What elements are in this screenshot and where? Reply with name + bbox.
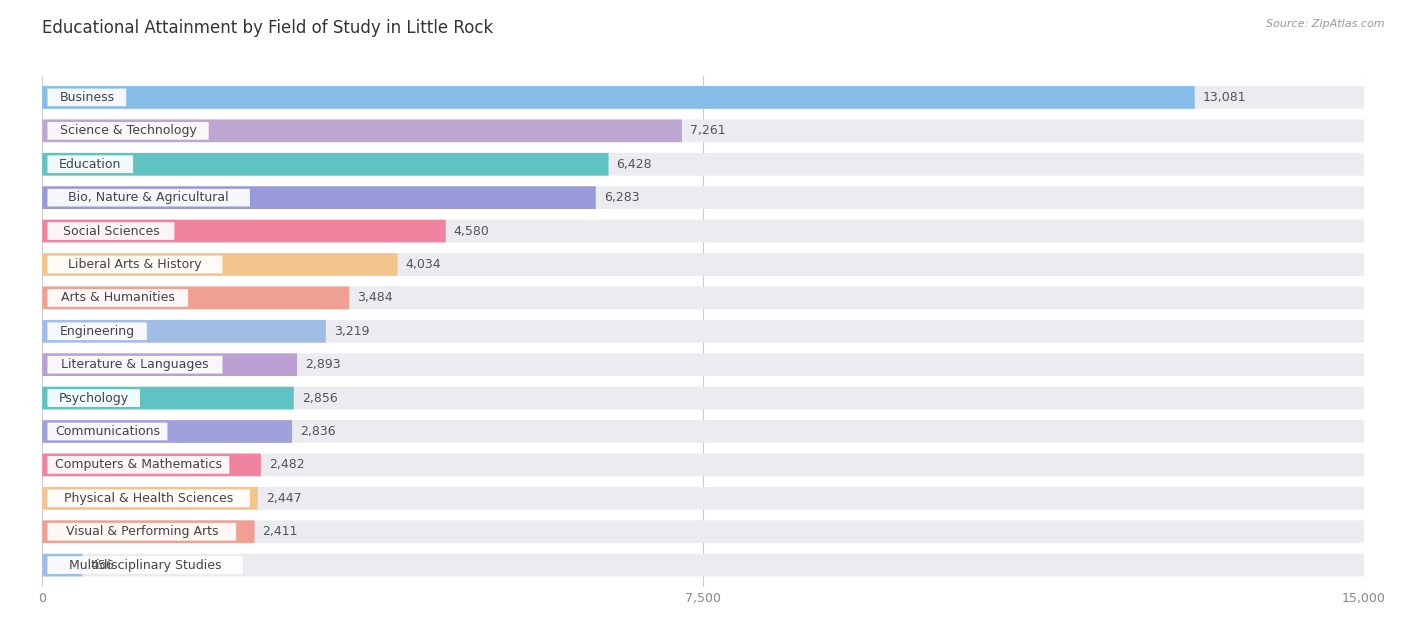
- Text: Literature & Languages: Literature & Languages: [60, 358, 208, 371]
- Text: 7,261: 7,261: [690, 124, 725, 138]
- FancyBboxPatch shape: [48, 256, 222, 273]
- Text: Source: ZipAtlas.com: Source: ZipAtlas.com: [1267, 19, 1385, 29]
- Text: Liberal Arts & History: Liberal Arts & History: [67, 258, 202, 271]
- FancyBboxPatch shape: [42, 186, 596, 209]
- FancyBboxPatch shape: [42, 153, 609, 175]
- FancyBboxPatch shape: [42, 220, 446, 242]
- FancyBboxPatch shape: [48, 490, 250, 507]
- FancyBboxPatch shape: [42, 119, 1364, 142]
- FancyBboxPatch shape: [42, 86, 1195, 109]
- Text: Education: Education: [59, 158, 121, 171]
- Text: Bio, Nature & Agricultural: Bio, Nature & Agricultural: [69, 191, 229, 204]
- Text: Visual & Performing Arts: Visual & Performing Arts: [66, 525, 218, 538]
- Text: Physical & Health Sciences: Physical & Health Sciences: [65, 492, 233, 505]
- FancyBboxPatch shape: [42, 387, 294, 410]
- FancyBboxPatch shape: [42, 387, 1364, 410]
- Text: 456: 456: [90, 558, 114, 572]
- Text: Educational Attainment by Field of Study in Little Rock: Educational Attainment by Field of Study…: [42, 19, 494, 37]
- Text: 4,034: 4,034: [405, 258, 441, 271]
- FancyBboxPatch shape: [42, 320, 1364, 343]
- Text: 2,893: 2,893: [305, 358, 340, 371]
- Text: Psychology: Psychology: [59, 392, 129, 404]
- Text: 3,484: 3,484: [357, 292, 392, 304]
- FancyBboxPatch shape: [42, 220, 1364, 242]
- Text: 2,411: 2,411: [263, 525, 298, 538]
- Text: 2,482: 2,482: [269, 458, 305, 471]
- Text: Arts & Humanities: Arts & Humanities: [60, 292, 174, 304]
- Text: 13,081: 13,081: [1202, 91, 1246, 104]
- FancyBboxPatch shape: [48, 523, 236, 541]
- FancyBboxPatch shape: [48, 88, 127, 106]
- FancyBboxPatch shape: [48, 122, 208, 139]
- FancyBboxPatch shape: [42, 153, 1364, 175]
- FancyBboxPatch shape: [48, 222, 174, 240]
- Text: Multidisciplinary Studies: Multidisciplinary Studies: [69, 558, 222, 572]
- FancyBboxPatch shape: [42, 454, 262, 476]
- FancyBboxPatch shape: [42, 253, 398, 276]
- FancyBboxPatch shape: [42, 353, 1364, 376]
- Text: Computers & Mathematics: Computers & Mathematics: [55, 458, 222, 471]
- FancyBboxPatch shape: [42, 487, 1364, 510]
- FancyBboxPatch shape: [42, 353, 297, 376]
- FancyBboxPatch shape: [42, 487, 257, 510]
- FancyBboxPatch shape: [42, 420, 1364, 443]
- FancyBboxPatch shape: [42, 454, 1364, 476]
- Text: Communications: Communications: [55, 425, 160, 438]
- FancyBboxPatch shape: [48, 423, 167, 440]
- FancyBboxPatch shape: [42, 554, 1364, 577]
- FancyBboxPatch shape: [48, 389, 141, 407]
- FancyBboxPatch shape: [48, 356, 222, 374]
- FancyBboxPatch shape: [48, 155, 134, 173]
- FancyBboxPatch shape: [42, 286, 1364, 309]
- Text: 6,428: 6,428: [616, 158, 652, 171]
- FancyBboxPatch shape: [42, 521, 1364, 543]
- FancyBboxPatch shape: [42, 119, 682, 142]
- Text: Social Sciences: Social Sciences: [62, 225, 159, 237]
- Text: 2,836: 2,836: [299, 425, 336, 438]
- Text: Engineering: Engineering: [59, 325, 135, 338]
- FancyBboxPatch shape: [42, 86, 1364, 109]
- Text: 2,447: 2,447: [266, 492, 301, 505]
- FancyBboxPatch shape: [42, 186, 1364, 209]
- Text: Science & Technology: Science & Technology: [59, 124, 197, 138]
- FancyBboxPatch shape: [42, 320, 326, 343]
- Text: Business: Business: [59, 91, 114, 104]
- FancyBboxPatch shape: [48, 322, 146, 340]
- Text: 2,856: 2,856: [302, 392, 337, 404]
- FancyBboxPatch shape: [48, 189, 250, 206]
- Text: 3,219: 3,219: [333, 325, 370, 338]
- FancyBboxPatch shape: [42, 253, 1364, 276]
- FancyBboxPatch shape: [48, 557, 243, 574]
- FancyBboxPatch shape: [48, 289, 188, 307]
- FancyBboxPatch shape: [42, 521, 254, 543]
- FancyBboxPatch shape: [42, 420, 292, 443]
- FancyBboxPatch shape: [42, 286, 349, 309]
- FancyBboxPatch shape: [48, 456, 229, 474]
- Text: 4,580: 4,580: [454, 225, 489, 237]
- Text: 6,283: 6,283: [603, 191, 640, 204]
- FancyBboxPatch shape: [42, 554, 83, 577]
